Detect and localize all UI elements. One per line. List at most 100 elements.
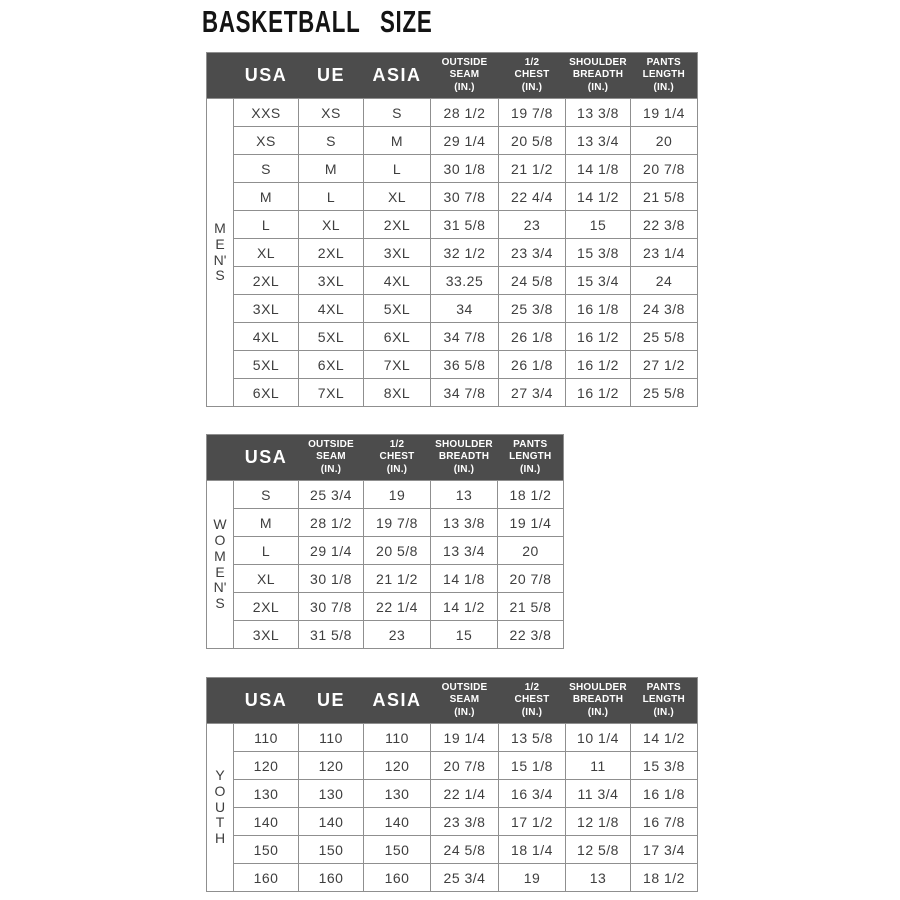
page-title: BASKETBALL SIZE: [202, 4, 433, 39]
size-cell: M: [298, 154, 364, 183]
size-cell: 6XL: [298, 350, 364, 379]
size-cell: 24: [630, 266, 698, 295]
size-cell: 20 7/8: [430, 751, 499, 780]
size-cell: 140: [298, 807, 364, 836]
table-row: 2XL 30 7/8 22 1/4 14 1/2 21 5/8: [207, 592, 564, 621]
size-cell: 25 5/8: [630, 322, 698, 351]
column-header: 1/2 CHEST (IN.): [498, 52, 566, 99]
size-cell: 34 7/8: [430, 378, 499, 407]
size-cell: 36 5/8: [430, 350, 499, 379]
size-cell: 21 5/8: [630, 182, 698, 211]
size-cell: 150: [233, 835, 299, 864]
column-header: UE: [298, 677, 364, 724]
size-cell: 2XL: [233, 266, 299, 295]
size-cell: 20 7/8: [497, 564, 564, 593]
size-cell: 14 1/2: [630, 723, 698, 752]
header-corner-cell: [206, 52, 234, 99]
size-cell: XL: [363, 182, 431, 211]
size-cell: 34 7/8: [430, 322, 499, 351]
size-cell: 27 3/4: [498, 378, 566, 407]
size-cell: 140: [233, 807, 299, 836]
size-cell: 160: [233, 863, 299, 892]
size-cell: 15 3/8: [565, 238, 631, 267]
column-header: PANTS LENGTH (IN.): [497, 434, 564, 481]
size-cell: 16 1/2: [565, 322, 631, 351]
size-cell: 7XL: [298, 378, 364, 407]
size-cell: 150: [298, 835, 364, 864]
table-row: XL 30 1/8 21 1/2 14 1/8 20 7/8: [207, 564, 564, 593]
size-cell: S: [233, 480, 299, 509]
table-row: W O M E N' S S 25 3/4 19 13 18 1/2: [206, 480, 564, 649]
column-header: SHOULDER BREADTH (IN.): [430, 434, 498, 481]
size-cell: 2XL: [363, 210, 431, 239]
size-cell: 25 5/8: [630, 378, 698, 407]
size-cell: 6XL: [233, 378, 299, 407]
size-cell: 31 5/8: [430, 210, 499, 239]
size-cell: 19: [363, 480, 431, 509]
table-row: S M L 30 1/8 21 1/2 14 1/8 20 7/8: [207, 154, 698, 183]
size-cell: 30 1/8: [298, 564, 364, 593]
size-cell: M: [363, 126, 431, 155]
size-cell: 130: [298, 779, 364, 808]
size-cell: 26 1/8: [498, 350, 566, 379]
size-cell: 24 5/8: [430, 835, 499, 864]
table-row: 5XL 6XL 7XL 36 5/8 26 1/8 16 1/2 27 1/2: [207, 350, 698, 379]
size-cell: L: [233, 210, 299, 239]
size-cell: 20: [497, 536, 564, 565]
size-cell: L: [298, 182, 364, 211]
size-cell: 18 1/4: [498, 835, 566, 864]
size-cell: 16 1/2: [565, 350, 631, 379]
column-header: USA: [233, 677, 299, 724]
size-cell: 3XL: [298, 266, 364, 295]
size-cell: 20 7/8: [630, 154, 698, 183]
size-cell: 20 5/8: [363, 536, 431, 565]
size-cell: 23 3/4: [498, 238, 566, 267]
size-cell: 13 3/8: [430, 508, 498, 537]
size-cell: 120: [233, 751, 299, 780]
table-row: XL 2XL 3XL 32 1/2 23 3/4 15 3/8 23 1/4: [207, 238, 698, 267]
column-header: ASIA: [363, 52, 431, 99]
size-cell: S: [233, 154, 299, 183]
size-cell: 160: [363, 863, 431, 892]
table-row: Y O U T H 110 110 110 19 1/4 13 5/8 10 1/4 14 1/2: [206, 723, 698, 892]
table-row: 160 160 160 25 3/4 19 13 18 1/2: [207, 863, 698, 892]
size-cell: 6XL: [363, 322, 431, 351]
size-cell: 3XL: [363, 238, 431, 267]
column-header: OUTSIDE SEAM (IN.): [430, 677, 499, 724]
size-cell: 13 3/4: [430, 536, 498, 565]
table-row: L 29 1/4 20 5/8 13 3/4 20: [207, 536, 564, 565]
size-cell: 18 1/2: [630, 863, 698, 892]
size-cell: 15 3/8: [630, 751, 698, 780]
table-row: 140 140 140 23 3/8 17 1/2 12 1/8 16 7/8: [207, 807, 698, 836]
header-corner-cell: [206, 434, 234, 481]
table-row: 150 150 150 24 5/8 18 1/4 12 5/8 17 3/4: [207, 835, 698, 864]
size-cell: 120: [363, 751, 431, 780]
column-header: ASIA: [363, 677, 431, 724]
mens-size-table: USA UE ASIA OUTSIDE SEAM (IN.) 1/2 CHEST (IN.) SH…: [206, 52, 698, 407]
size-cell: 16 1/2: [565, 378, 631, 407]
size-cell: 13 3/4: [565, 126, 631, 155]
table-row: XS S M 29 1/4 20 5/8 13 3/4 20: [207, 126, 698, 155]
table-row: 3XL 31 5/8 23 15 22 3/8: [207, 620, 564, 649]
table-row: 6XL 7XL 8XL 34 7/8 27 3/4 16 1/2 25 5/8: [207, 378, 698, 407]
size-cell: 4XL: [363, 266, 431, 295]
youth-size-table: USA UE ASIA OUTSIDE SEAM (IN.) 1/2 CHEST (IN.) SH…: [206, 677, 698, 892]
size-cell: 110: [233, 723, 299, 752]
group-label-mens: M E N' S: [206, 98, 234, 407]
size-cell: 22 1/4: [363, 592, 431, 621]
size-cell: 21 1/2: [498, 154, 566, 183]
header-corner-cell: [206, 677, 234, 724]
size-cell: 16 7/8: [630, 807, 698, 836]
size-cell: 15 1/8: [498, 751, 566, 780]
size-cell: 12 1/8: [565, 807, 631, 836]
size-cell: M: [233, 508, 299, 537]
group-label-womens: W O M E N' S: [206, 480, 234, 649]
column-header: USA: [233, 52, 299, 99]
size-cell: 14 1/2: [565, 182, 631, 211]
size-cell: 33.25: [430, 266, 499, 295]
column-header: 1/2 CHEST (IN.): [498, 677, 566, 724]
size-cell: 15: [565, 210, 631, 239]
table-row: M L XL 30 7/8 22 4/4 14 1/2 21 5/8: [207, 182, 698, 211]
size-cell: 10 1/4: [565, 723, 631, 752]
